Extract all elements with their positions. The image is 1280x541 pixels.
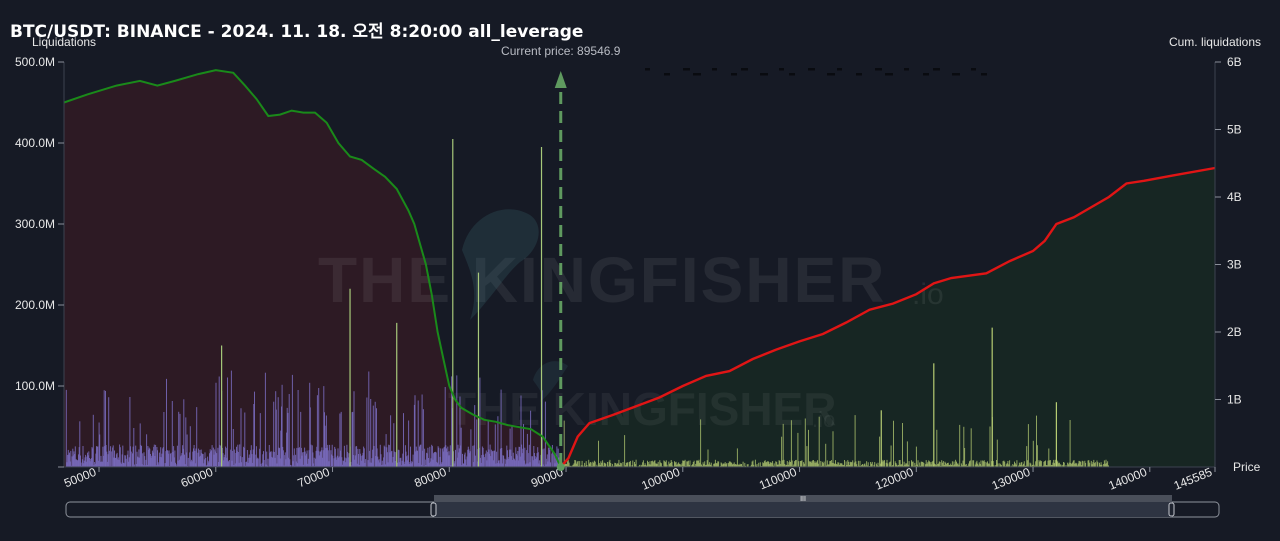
long-cum-area (64, 70, 561, 467)
x-tick-label: 130000 (990, 465, 1033, 493)
x-tick-label: 120000 (873, 465, 916, 493)
x-tick-label: 50000 (62, 465, 98, 491)
short-cum-area (560, 168, 1215, 467)
top-dot-mark (827, 73, 835, 76)
top-dot-mark (952, 73, 960, 76)
current-price-dot (556, 463, 565, 471)
top-dot-mark (779, 68, 784, 71)
range-slider-handle-bar[interactable] (434, 495, 1172, 502)
left-tick-label: 200.0M (15, 298, 55, 312)
top-dot-mark (712, 68, 717, 71)
top-dot-mark (808, 68, 815, 71)
top-dot-mark (885, 73, 893, 76)
right-tick-label: 2B (1227, 325, 1242, 339)
left-axis-label: Liquidations (32, 35, 96, 49)
current-price-label: Current price: 89546.9 (501, 44, 621, 58)
left-tick-label: 500.0M (15, 55, 55, 69)
x-axis-label: Price (1233, 460, 1261, 474)
x-tick-label: 60000 (179, 465, 215, 491)
long-cum-line (63, 69, 562, 468)
chart-title: BTC/USDT: BINANCE - 2024. 11. 18. 오전 8:2… (10, 22, 584, 42)
x-tick-label: 80000 (412, 465, 448, 491)
top-dot-mark (875, 68, 882, 71)
top-dot-mark (856, 73, 862, 76)
watermark-text-large: THE KINGFISHER (318, 244, 886, 316)
top-dot-mark (971, 68, 976, 71)
x-tick-label: 100000 (640, 465, 683, 493)
top-dot-mark (760, 73, 768, 76)
top-dot-mark (837, 68, 842, 71)
top-dot-mark (664, 73, 670, 76)
right-tick-label: 4B (1227, 190, 1242, 204)
x-tick-label: 140000 (1107, 465, 1150, 493)
range-slider-selection[interactable] (434, 502, 1172, 517)
watermark-io-small: .io (812, 407, 835, 432)
right-axis-label: Cum. liquidations (1169, 35, 1261, 49)
top-dot-mark (933, 68, 940, 71)
current-price-arrow (554, 71, 567, 88)
x-tick-label: 145585 (1172, 465, 1215, 493)
top-dot-mark (693, 73, 701, 76)
range-slider-grip[interactable]: III (800, 496, 806, 503)
x-tick-label: 110000 (757, 465, 799, 493)
right-tick-label: 6B (1227, 55, 1242, 69)
top-dot-mark (981, 73, 987, 76)
left-tick-label: 400.0M (15, 136, 55, 150)
right-tick-label: 3B (1227, 258, 1242, 272)
x-tick-label: 70000 (295, 465, 331, 491)
top-dot-mark (789, 73, 795, 76)
top-dot-mark (683, 68, 690, 71)
top-dot-mark (923, 73, 929, 76)
range-slider-left-handle[interactable] (430, 502, 437, 517)
range-slider-right-handle[interactable] (1168, 502, 1175, 517)
left-tick-label: 100.0M (15, 379, 55, 393)
top-dot-mark (741, 68, 748, 71)
short-cum-line (559, 166, 1216, 468)
top-dot-mark (904, 68, 909, 71)
right-tick-label: 5B (1227, 123, 1242, 137)
watermark-text-small: THE KINGFISHER (448, 383, 836, 435)
top-dot-mark (731, 73, 737, 76)
right-tick-label: 1B (1227, 393, 1242, 407)
top-dot-mark (645, 68, 650, 71)
kingfisher-logo-icon (462, 209, 539, 320)
left-tick-label: 300.0M (15, 217, 55, 231)
